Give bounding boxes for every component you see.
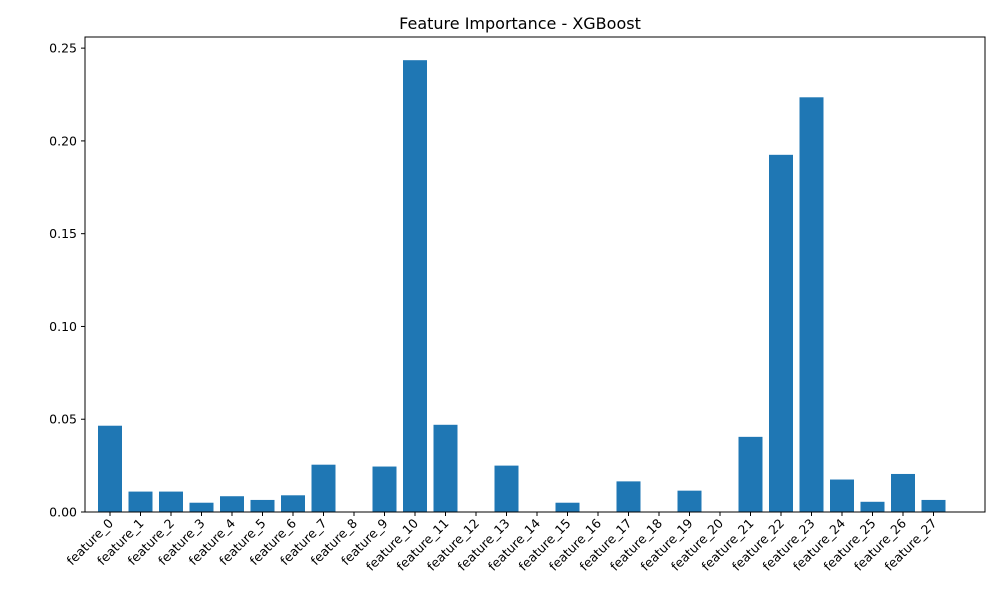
bar-feature_9 — [372, 466, 397, 512]
chart-title: Feature Importance - XGBoost — [399, 14, 641, 33]
bar-feature_11 — [433, 424, 458, 512]
bar-feature_17 — [616, 481, 641, 512]
bar-feature_15 — [555, 502, 580, 512]
y-tick-label: 0.05 — [49, 412, 77, 427]
bar-feature_2 — [159, 491, 183, 512]
y-tick-label: 0.00 — [49, 505, 77, 520]
bar-feature_0 — [98, 425, 122, 512]
bar-feature_26 — [891, 473, 915, 512]
y-tick-label: 0.25 — [49, 41, 77, 56]
bar-feature_25 — [860, 501, 885, 512]
y-tick-label: 0.15 — [49, 226, 77, 241]
bar-feature_24 — [830, 479, 854, 512]
bar-feature_5 — [250, 499, 275, 512]
bar-feature_7 — [311, 464, 336, 512]
bars-group — [98, 60, 946, 513]
x-axis: feature_0feature_1feature_2feature_3feat… — [64, 512, 940, 574]
y-axis: 0.00 0.05 0.10 0.15 0.20 0.25 — [49, 41, 85, 520]
y-tick-label: 0.20 — [49, 133, 77, 148]
bar-feature_23 — [799, 97, 824, 513]
plot-frame — [84, 36, 986, 513]
bar-feature_6 — [281, 495, 305, 512]
bar-feature_1 — [128, 491, 153, 512]
bar-feature_13 — [494, 465, 519, 512]
bar-feature_21 — [738, 436, 763, 512]
bar-feature_22 — [769, 154, 793, 512]
bar-feature_27 — [921, 499, 946, 512]
y-tick-label: 0.10 — [49, 319, 77, 334]
bar-feature_4 — [220, 496, 244, 512]
bar-feature_19 — [677, 490, 702, 512]
bar-feature_10 — [403, 60, 427, 512]
bar-feature_3 — [189, 502, 214, 512]
